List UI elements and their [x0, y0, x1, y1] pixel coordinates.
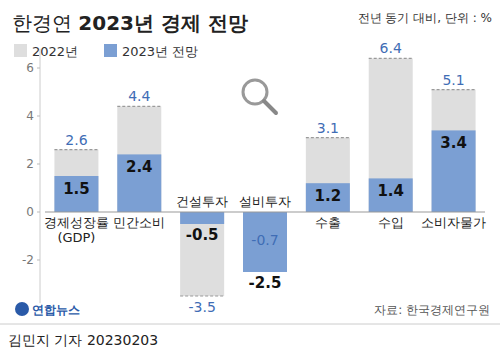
data-label: -3.5 [188, 299, 215, 315]
bar [243, 212, 287, 272]
y-tick [37, 68, 40, 69]
title-part: 2023년 경제 전망 [78, 11, 248, 35]
bar [432, 90, 476, 212]
bar [54, 150, 98, 212]
category-label: 경제성장률(GDP) [44, 215, 109, 245]
bar [180, 212, 224, 224]
data-label: 3.4 [440, 134, 467, 152]
magnifier-handle [264, 101, 276, 113]
title-part: 한경연 [12, 11, 78, 35]
category-label: 설비투자 [239, 194, 291, 209]
category-label: 민간소비 [113, 215, 165, 230]
category-label: 수입 [378, 215, 404, 230]
y-tick-label: 0 [26, 205, 34, 219]
bar [432, 130, 476, 212]
category-label-line: 수입 [378, 215, 404, 230]
y-tick [37, 164, 40, 165]
bar [117, 154, 161, 212]
bar [180, 212, 224, 296]
decoration-icon [243, 80, 276, 113]
bar-edge [306, 137, 350, 138]
legend-item: 2023년 전망 [104, 44, 198, 59]
legend-label: 2023년 전망 [122, 44, 198, 59]
data-label: 2.4 [126, 158, 153, 176]
legend-item: 2022년 [14, 44, 78, 59]
data-label: 3.1 [317, 120, 339, 136]
legend-swatch [14, 44, 27, 57]
bar-edge [369, 58, 413, 59]
bar-edge [180, 295, 224, 296]
zero-line [45, 212, 485, 213]
data-label: 5.1 [442, 72, 464, 88]
category-label-line: 경제성장률 [44, 215, 109, 230]
bar [369, 58, 413, 212]
category-label-line: 소비자물가 [421, 215, 486, 230]
category-label: 수출 [315, 215, 341, 230]
y-tick [37, 212, 40, 213]
bar-edge [54, 149, 98, 150]
bars [54, 58, 475, 296]
legend-swatch [104, 44, 117, 57]
data-label: 1.4 [377, 182, 404, 200]
bar [306, 183, 350, 212]
logo: 연합뉴스 [15, 302, 80, 317]
category-label-line: (GDP) [57, 230, 95, 245]
logo-text: 연합뉴스 [32, 303, 80, 317]
y-tick-label: 6 [26, 61, 34, 75]
bar-edge [117, 106, 161, 107]
bar [306, 138, 350, 212]
data-label: 1.5 [63, 180, 90, 198]
y-axis-line [40, 49, 41, 303]
y-tick [37, 116, 40, 117]
category-label-line: 민간소비 [113, 215, 165, 230]
y-tick-label: 2 [26, 157, 34, 171]
category-label: 건설투자 [176, 194, 228, 209]
title: 한경연 2023년 경제 전망 [12, 11, 248, 35]
category-label-line: 설비투자 [239, 194, 291, 209]
data-label: -0.5 [186, 226, 219, 244]
data-label: 6.4 [380, 40, 402, 56]
chart: 한경연 2023년 경제 전망전년 동기 대비, 단위 : %2022년2023… [0, 0, 500, 356]
category-label-line: 수출 [315, 215, 341, 230]
bar [369, 178, 413, 212]
bar [54, 176, 98, 212]
data-label: -2.5 [249, 274, 282, 292]
labels: 2.6 4.4 -3.5 -0.7 3.1 6.4 5.1 1.5 2.4 -0.5 -2.5 1.2… [63, 40, 467, 315]
data-label: 4.4 [128, 88, 150, 104]
bar-edge [432, 89, 476, 90]
footer-rule [0, 324, 500, 325]
y-tick [37, 260, 40, 261]
bar [117, 106, 161, 212]
data-label: -0.7 [251, 232, 278, 248]
source: 자료: 한국경제연구원 [374, 303, 490, 317]
category-label-line: 건설투자 [176, 194, 228, 209]
data-label: 2.6 [65, 132, 87, 148]
credit: 김민지 기자 20230203 [8, 332, 158, 348]
subtitle: 전년 동기 대비, 단위 : % [358, 11, 492, 25]
data-label: 1.2 [315, 187, 342, 205]
logo-mark [15, 302, 29, 316]
y-tick-label: -2 [22, 253, 34, 267]
category-label: 소비자물가 [421, 215, 486, 230]
legend-label: 2022년 [32, 44, 78, 59]
y-tick-label: 4 [26, 109, 34, 123]
